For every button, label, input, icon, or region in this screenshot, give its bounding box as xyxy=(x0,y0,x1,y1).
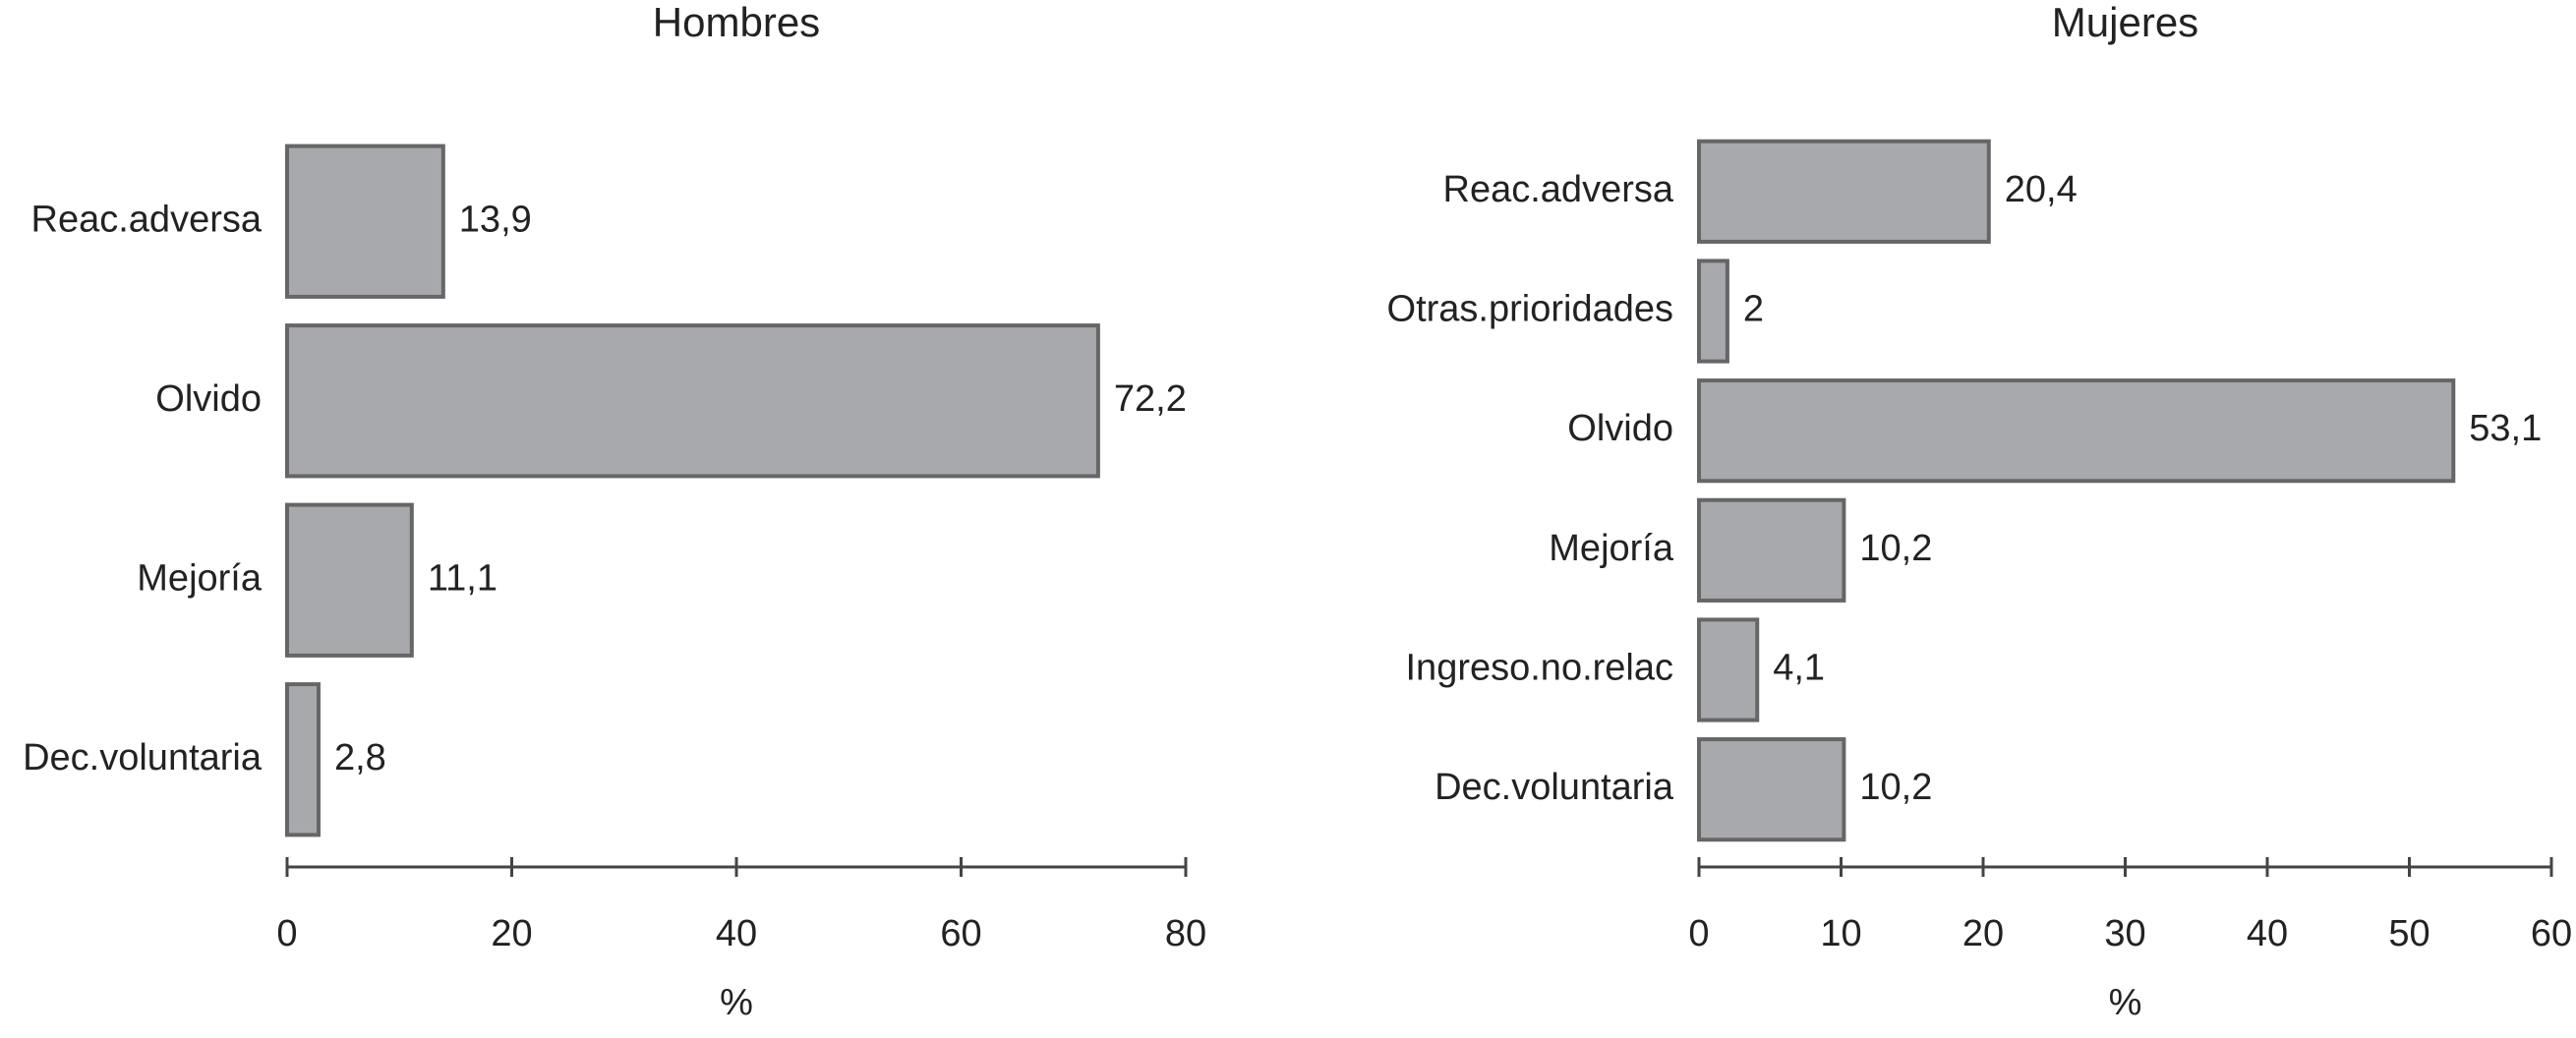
value-label: 53,1 xyxy=(2469,408,2542,449)
category-label: Olvido xyxy=(1567,408,1673,449)
x-tick-label: 50 xyxy=(2388,913,2430,954)
category-label: Mejoría xyxy=(137,557,263,599)
chart-title: Hombres xyxy=(653,0,820,45)
value-label: 4,1 xyxy=(1773,648,1825,689)
bar xyxy=(285,144,445,299)
x-tick-label: 40 xyxy=(716,913,757,954)
x-tick-label: 30 xyxy=(2104,913,2145,954)
x-tick-label: 80 xyxy=(1165,913,1206,954)
bar xyxy=(1697,617,1760,722)
bar xyxy=(1697,497,1846,603)
x-axis-label: % xyxy=(2109,982,2142,1023)
category-label: Dec.voluntaria xyxy=(23,737,263,778)
value-label: 11,1 xyxy=(428,557,498,599)
category-label: Reac.adversa xyxy=(31,199,263,240)
x-tick-label: 60 xyxy=(2531,913,2572,954)
x-tick-label: 40 xyxy=(2247,913,2288,954)
bar xyxy=(1697,378,2456,484)
bar xyxy=(1697,259,1729,364)
x-axis-label: % xyxy=(720,982,753,1023)
category-label: Otras.prioridades xyxy=(1387,289,1673,330)
value-label: 10,2 xyxy=(1859,767,1932,808)
value-label: 10,2 xyxy=(1859,528,1932,569)
category-label: Reac.adversa xyxy=(1443,169,1674,210)
x-tick-label: 20 xyxy=(1962,913,2004,954)
value-label: 72,2 xyxy=(1114,378,1187,420)
value-label: 20,4 xyxy=(2005,169,2078,210)
x-tick-label: 0 xyxy=(276,913,297,954)
category-label: Mejoría xyxy=(1549,528,1674,569)
bar xyxy=(285,323,1100,479)
bar xyxy=(1697,737,1846,842)
x-tick-label: 20 xyxy=(491,913,532,954)
x-tick-label: 10 xyxy=(1820,913,1861,954)
x-tick-label: 60 xyxy=(940,913,981,954)
category-label: Ingreso.no.relac xyxy=(1406,648,1674,689)
category-label: Olvido xyxy=(155,378,262,420)
bar xyxy=(285,502,414,658)
value-label: 2 xyxy=(1743,289,1764,330)
bar xyxy=(285,682,321,837)
value-label: 2,8 xyxy=(334,737,386,778)
bar xyxy=(1697,139,1991,244)
x-tick-label: 0 xyxy=(1688,913,1709,954)
value-label: 13,9 xyxy=(459,199,532,240)
chart-title: Mujeres xyxy=(2052,0,2198,45)
category-label: Dec.voluntaria xyxy=(1434,767,1674,808)
